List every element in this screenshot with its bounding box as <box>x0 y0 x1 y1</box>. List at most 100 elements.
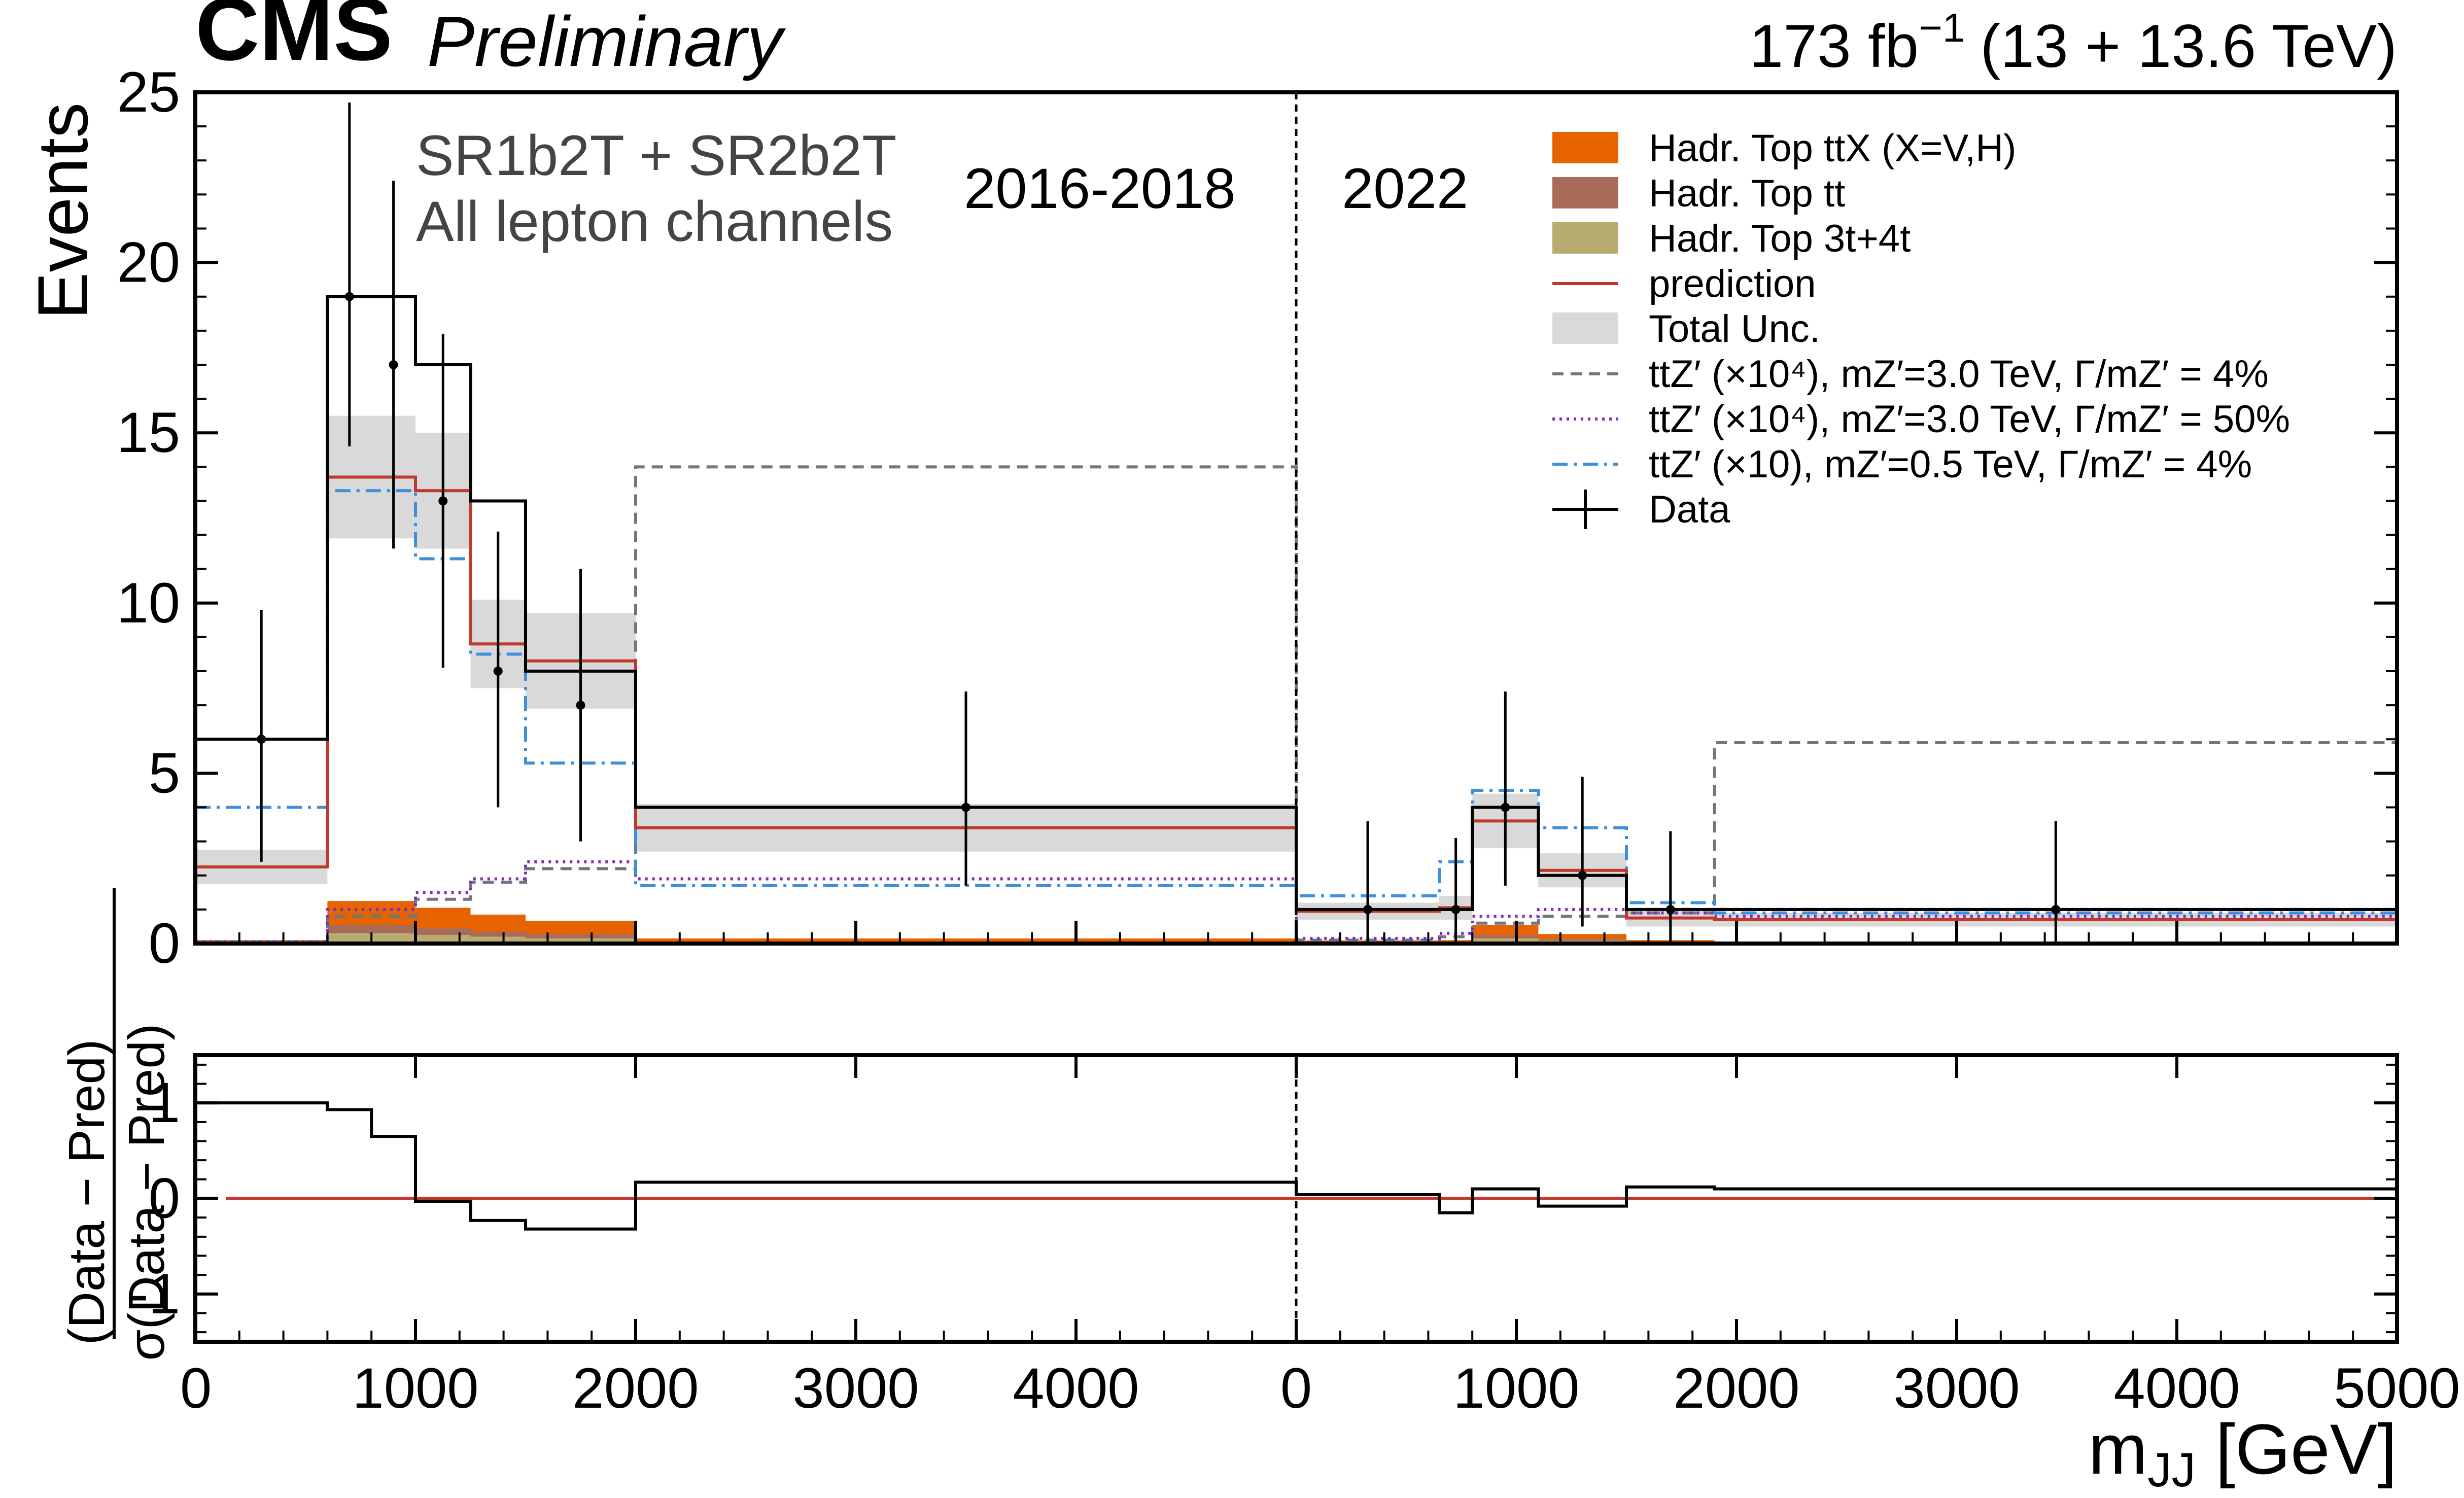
data-point <box>576 569 585 842</box>
legend-entry-tt: Hadr. Top tt <box>1552 172 1845 215</box>
stack-3t4t-bin <box>1472 938 1539 944</box>
x-axis-title-sub: JJ <box>2147 1443 2196 1497</box>
x-axis-title: mJJ [GeV] <box>2089 1409 2397 1497</box>
ratio-y-tick-label: 1 <box>149 1071 180 1134</box>
data-point <box>1501 691 1510 886</box>
legend-entry-t34: Hadr. Top 3t+4t <box>1552 217 1911 260</box>
y-tick-label: 15 <box>117 401 180 464</box>
data-marker <box>2051 904 2061 914</box>
period-right-annotation: 2022 <box>1342 157 1468 220</box>
x-tick-label: 2000 <box>572 1356 699 1420</box>
stack-tt-bin <box>1472 935 1539 938</box>
y-tick-label: 5 <box>149 741 180 805</box>
x-tick-label: 5000 <box>2334 1356 2460 1420</box>
stack-tt-bin <box>526 934 636 938</box>
stack-3t4t-bin <box>415 935 471 944</box>
stack-tt-bin <box>327 925 415 933</box>
legend-label: ttZ′ (×10), mZ′=0.5 TeV, Γ/mZ′ = 4% <box>1649 443 2252 486</box>
legend-label: Hadr. Top tt <box>1649 172 1845 215</box>
stack-3t4t-bin <box>526 938 636 944</box>
data-marker <box>1451 904 1461 914</box>
legend-label: Data <box>1649 488 1730 531</box>
stack-ttx-bin <box>526 921 636 934</box>
legend-entry-ttx: Hadr. Top ttX (X=V,H) <box>1552 127 2017 170</box>
data-point <box>389 181 398 549</box>
x-tick-label: 0 <box>180 1356 212 1420</box>
x-axis-title-unit: [GeV] <box>2196 1409 2397 1489</box>
data-marker <box>389 360 398 369</box>
data-point <box>1363 821 1373 944</box>
legend-label: ttZ′ (×10⁴), mZ′=3.0 TeV, Γ/mZ′ = 4% <box>1649 353 2269 396</box>
data-point <box>493 531 503 808</box>
x-tick-label: 1000 <box>352 1356 478 1420</box>
data-marker <box>438 496 448 506</box>
data-marker <box>344 292 354 301</box>
stack-ttx-bin <box>327 901 415 925</box>
x-tick-label: 4000 <box>2113 1356 2240 1420</box>
legend-entry-sig2: ttZ′ (×10⁴), mZ′=3.0 TeV, Γ/mZ′ = 50% <box>1552 398 2290 441</box>
lumi-value: 173 fb <box>1749 12 1919 80</box>
data-point <box>438 334 448 668</box>
stack-tt-bin <box>470 931 526 937</box>
legend-entry-sig3: ttZ′ (×10), mZ′=0.5 TeV, Γ/mZ′ = 4% <box>1552 443 2252 486</box>
legend-label: Hadr. Top 3t+4t <box>1649 217 1911 260</box>
data-marker <box>1363 904 1373 914</box>
ratio-y-axis-title: (Data − Pred) σ(Data − Pred) <box>58 888 175 1361</box>
x-tick-label: 0 <box>1280 1356 1312 1420</box>
x-tick-label: 3000 <box>1893 1356 2020 1420</box>
lumi-label: 173 fb−1 (13 + 13.6 TeV) <box>1749 5 2397 80</box>
legend-entry-pred: prediction <box>1552 262 1816 305</box>
data-marker <box>1501 803 1510 812</box>
lumi-exponent: −1 <box>1919 5 1965 50</box>
data-point <box>1451 838 1461 944</box>
legend-swatch <box>1552 312 1618 344</box>
x-tick-label: 1000 <box>1453 1356 1579 1420</box>
stack-tt-bin <box>1538 939 1626 941</box>
legend-entry-data: Data <box>1552 488 1730 531</box>
stack-ttx-bin <box>1472 925 1539 935</box>
y-tick-label: 0 <box>149 912 180 975</box>
legend-swatch <box>1552 177 1618 208</box>
ratio-y-title-denominator: σ(Data − Pred) <box>118 1024 175 1361</box>
main-plot: 0 5 10 15 20 25 <box>117 60 2399 975</box>
legend-entry-unc: Total Unc. <box>1552 307 1820 351</box>
data-marker <box>576 701 585 710</box>
ratio-y-tick-label: 0 <box>149 1167 180 1230</box>
x-axis-title-main: m <box>2089 1409 2148 1489</box>
period-left-annotation: 2016-2018 <box>964 157 1236 220</box>
data-marker <box>493 667 503 676</box>
status-label: Preliminary <box>427 2 786 81</box>
energy-label: (13 + 13.6 TeV) <box>1980 12 2397 80</box>
legend-swatch <box>1552 222 1618 254</box>
y-tick-label: 10 <box>117 571 180 635</box>
legend-label: Total Unc. <box>1649 307 1820 351</box>
experiment-label: CMS <box>195 0 393 79</box>
data-marker <box>1578 870 1587 880</box>
stack-ttx-bin <box>415 908 471 928</box>
legend-swatch <box>1552 132 1618 163</box>
x-tick-label: 4000 <box>1013 1356 1139 1420</box>
channels-annotation: All lepton channels <box>416 190 893 253</box>
data-point <box>257 610 266 862</box>
y-axis-title: Events <box>23 102 102 320</box>
legend-entry-sig1: ttZ′ (×10⁴), mZ′=3.0 TeV, Γ/mZ′ = 4% <box>1552 353 2269 396</box>
data-point <box>344 102 354 447</box>
stack-ttx-bin <box>636 938 1296 942</box>
data-point <box>961 691 970 886</box>
ratio-plot: 0 1000 2000 3000 4000 0 1000 2000 3000 4000 5000 -1… <box>129 1053 2460 1420</box>
y-tick-label: 25 <box>117 60 180 124</box>
data-marker <box>257 735 266 744</box>
x-tick-label: 2000 <box>1673 1356 1799 1420</box>
data-marker <box>1665 904 1675 914</box>
data-marker <box>961 803 970 812</box>
ratio-y-title-numerator: (Data − Pred) <box>58 1039 115 1345</box>
stack-ttx-bin <box>1538 934 1626 939</box>
data-point <box>1665 831 1675 944</box>
stack-ttx-bin <box>470 914 526 932</box>
stack-tt-bin <box>415 928 471 935</box>
ratio-step-line <box>195 1101 2397 1231</box>
data-point <box>2051 821 2061 944</box>
legend-label: prediction <box>1649 262 1816 305</box>
legend-label: Hadr. Top ttX (X=V,H) <box>1649 127 2017 170</box>
